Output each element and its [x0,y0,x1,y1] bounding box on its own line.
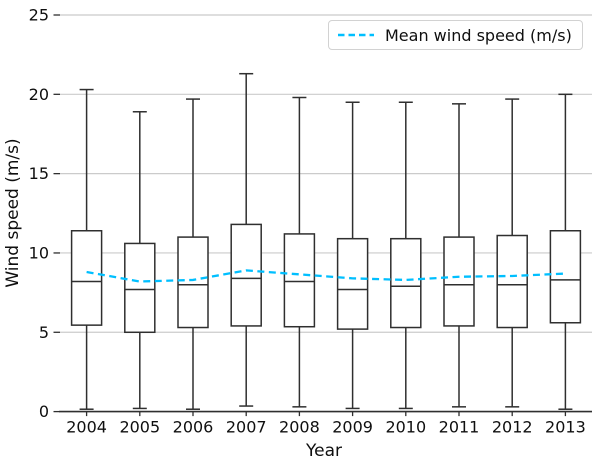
x-tick-label-2008: 2008 [279,418,320,437]
iqr-box-2012 [496,234,528,329]
box-2013 [549,93,582,410]
box-2011 [443,103,475,408]
y-tick-label-15: 15 [29,164,49,183]
x-axis-label: Year [306,441,342,461]
x-tick-label-2005: 2005 [119,418,160,437]
y-tick-label-0: 0 [39,402,49,421]
iqr-box-2008 [283,233,316,328]
box-2010 [390,101,422,410]
box-2009 [336,101,369,410]
iqr-box-2006 [177,236,209,329]
box-2012 [496,98,528,408]
iqr-box-2009 [336,237,369,330]
mean-wind-speed-line [86,269,566,283]
iqr-box-2004 [70,230,103,326]
x-tick-label-2006: 2006 [173,418,214,437]
y-tick-label-5: 5 [39,323,49,342]
y-tick-label-20: 20 [29,85,49,104]
x-tick-label-2013: 2013 [545,418,586,437]
legend-label: Mean wind speed (m/s) [385,25,572,45]
x-tick-label-2012: 2012 [492,418,533,437]
iqr-box-2011 [443,236,475,327]
box-2007 [230,72,262,407]
box-2004 [70,88,103,410]
x-tick-label-2009: 2009 [332,418,373,437]
x-tick-label-2010: 2010 [385,418,426,437]
x-tick-label-2007: 2007 [226,418,267,437]
y-axis-label: Wind speed (m/s) [3,138,23,288]
x-tick-label-2004: 2004 [66,418,107,437]
legend-dashed-line-icon [338,33,374,37]
box-2008 [283,96,316,408]
box-2006 [177,98,209,410]
box-2005 [124,111,156,410]
iqr-box-2007 [230,223,262,327]
iqr-box-2005 [124,242,156,334]
iqr-box-2010 [390,237,422,329]
iqr-box-2013 [549,230,582,324]
x-tick-label-2011: 2011 [439,418,480,437]
y-tick-label-10: 10 [29,243,49,262]
y-tick-label-25: 25 [29,6,49,25]
legend: Mean wind speed (m/s) [328,20,583,50]
